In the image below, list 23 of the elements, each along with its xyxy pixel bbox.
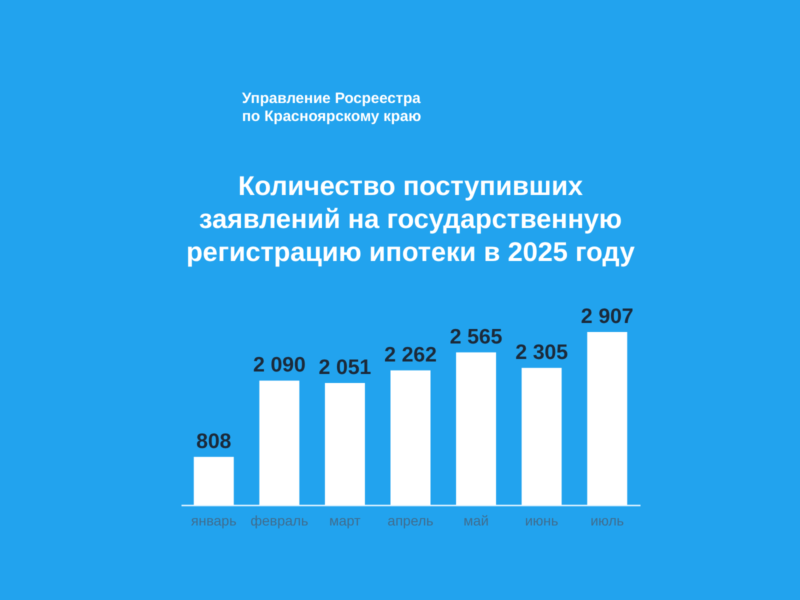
bar (194, 456, 234, 505)
bar (522, 368, 562, 505)
x-tick-label: май (463, 512, 489, 528)
bar (324, 382, 365, 505)
chart-title: Количество поступивших заявлений на государственную регистрацию ипотеки в 2025 году (186, 171, 635, 267)
data-label: 2 262 (384, 343, 437, 366)
data-label: 808 (196, 430, 232, 453)
x-tick-label: июль (590, 512, 624, 528)
data-label: 2 051 (318, 356, 372, 379)
x-tick-label: апрель (388, 512, 434, 528)
x-tick-label: март (329, 512, 362, 528)
data-label: 2 565 (450, 325, 503, 348)
data-label: 2 090 (253, 354, 306, 377)
data-label: 2 305 (515, 340, 568, 364)
bar (587, 332, 628, 505)
bar (390, 370, 430, 505)
x-tick-label: февраль (250, 512, 308, 528)
data-label: 2 907 (580, 305, 634, 328)
bar (456, 352, 496, 505)
text: Управление Росреестра по Красноярскому краю (242, 90, 422, 125)
bar (259, 380, 300, 505)
x-tick-label: июнь (524, 512, 558, 528)
x-tick-label: январь (191, 512, 237, 528)
